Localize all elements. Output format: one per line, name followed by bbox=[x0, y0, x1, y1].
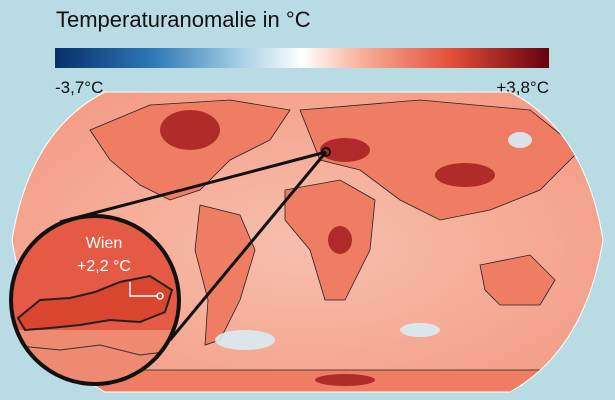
inset-pointer bbox=[129, 282, 158, 297]
inset-frame bbox=[9, 214, 181, 386]
inset-map bbox=[11, 216, 179, 384]
scale-min-label: -3,7°C bbox=[55, 78, 103, 97]
inset-city-dot bbox=[156, 292, 164, 300]
inset-value: +2,2 °C bbox=[77, 258, 131, 275]
map-outline bbox=[11, 91, 604, 393]
connector bbox=[59, 150, 327, 224]
focus-point bbox=[321, 147, 331, 157]
connector bbox=[168, 151, 328, 341]
title: Temperaturanomalie in °C bbox=[56, 7, 311, 32]
color-scale bbox=[55, 48, 549, 68]
inset-city: Wien bbox=[86, 235, 122, 252]
